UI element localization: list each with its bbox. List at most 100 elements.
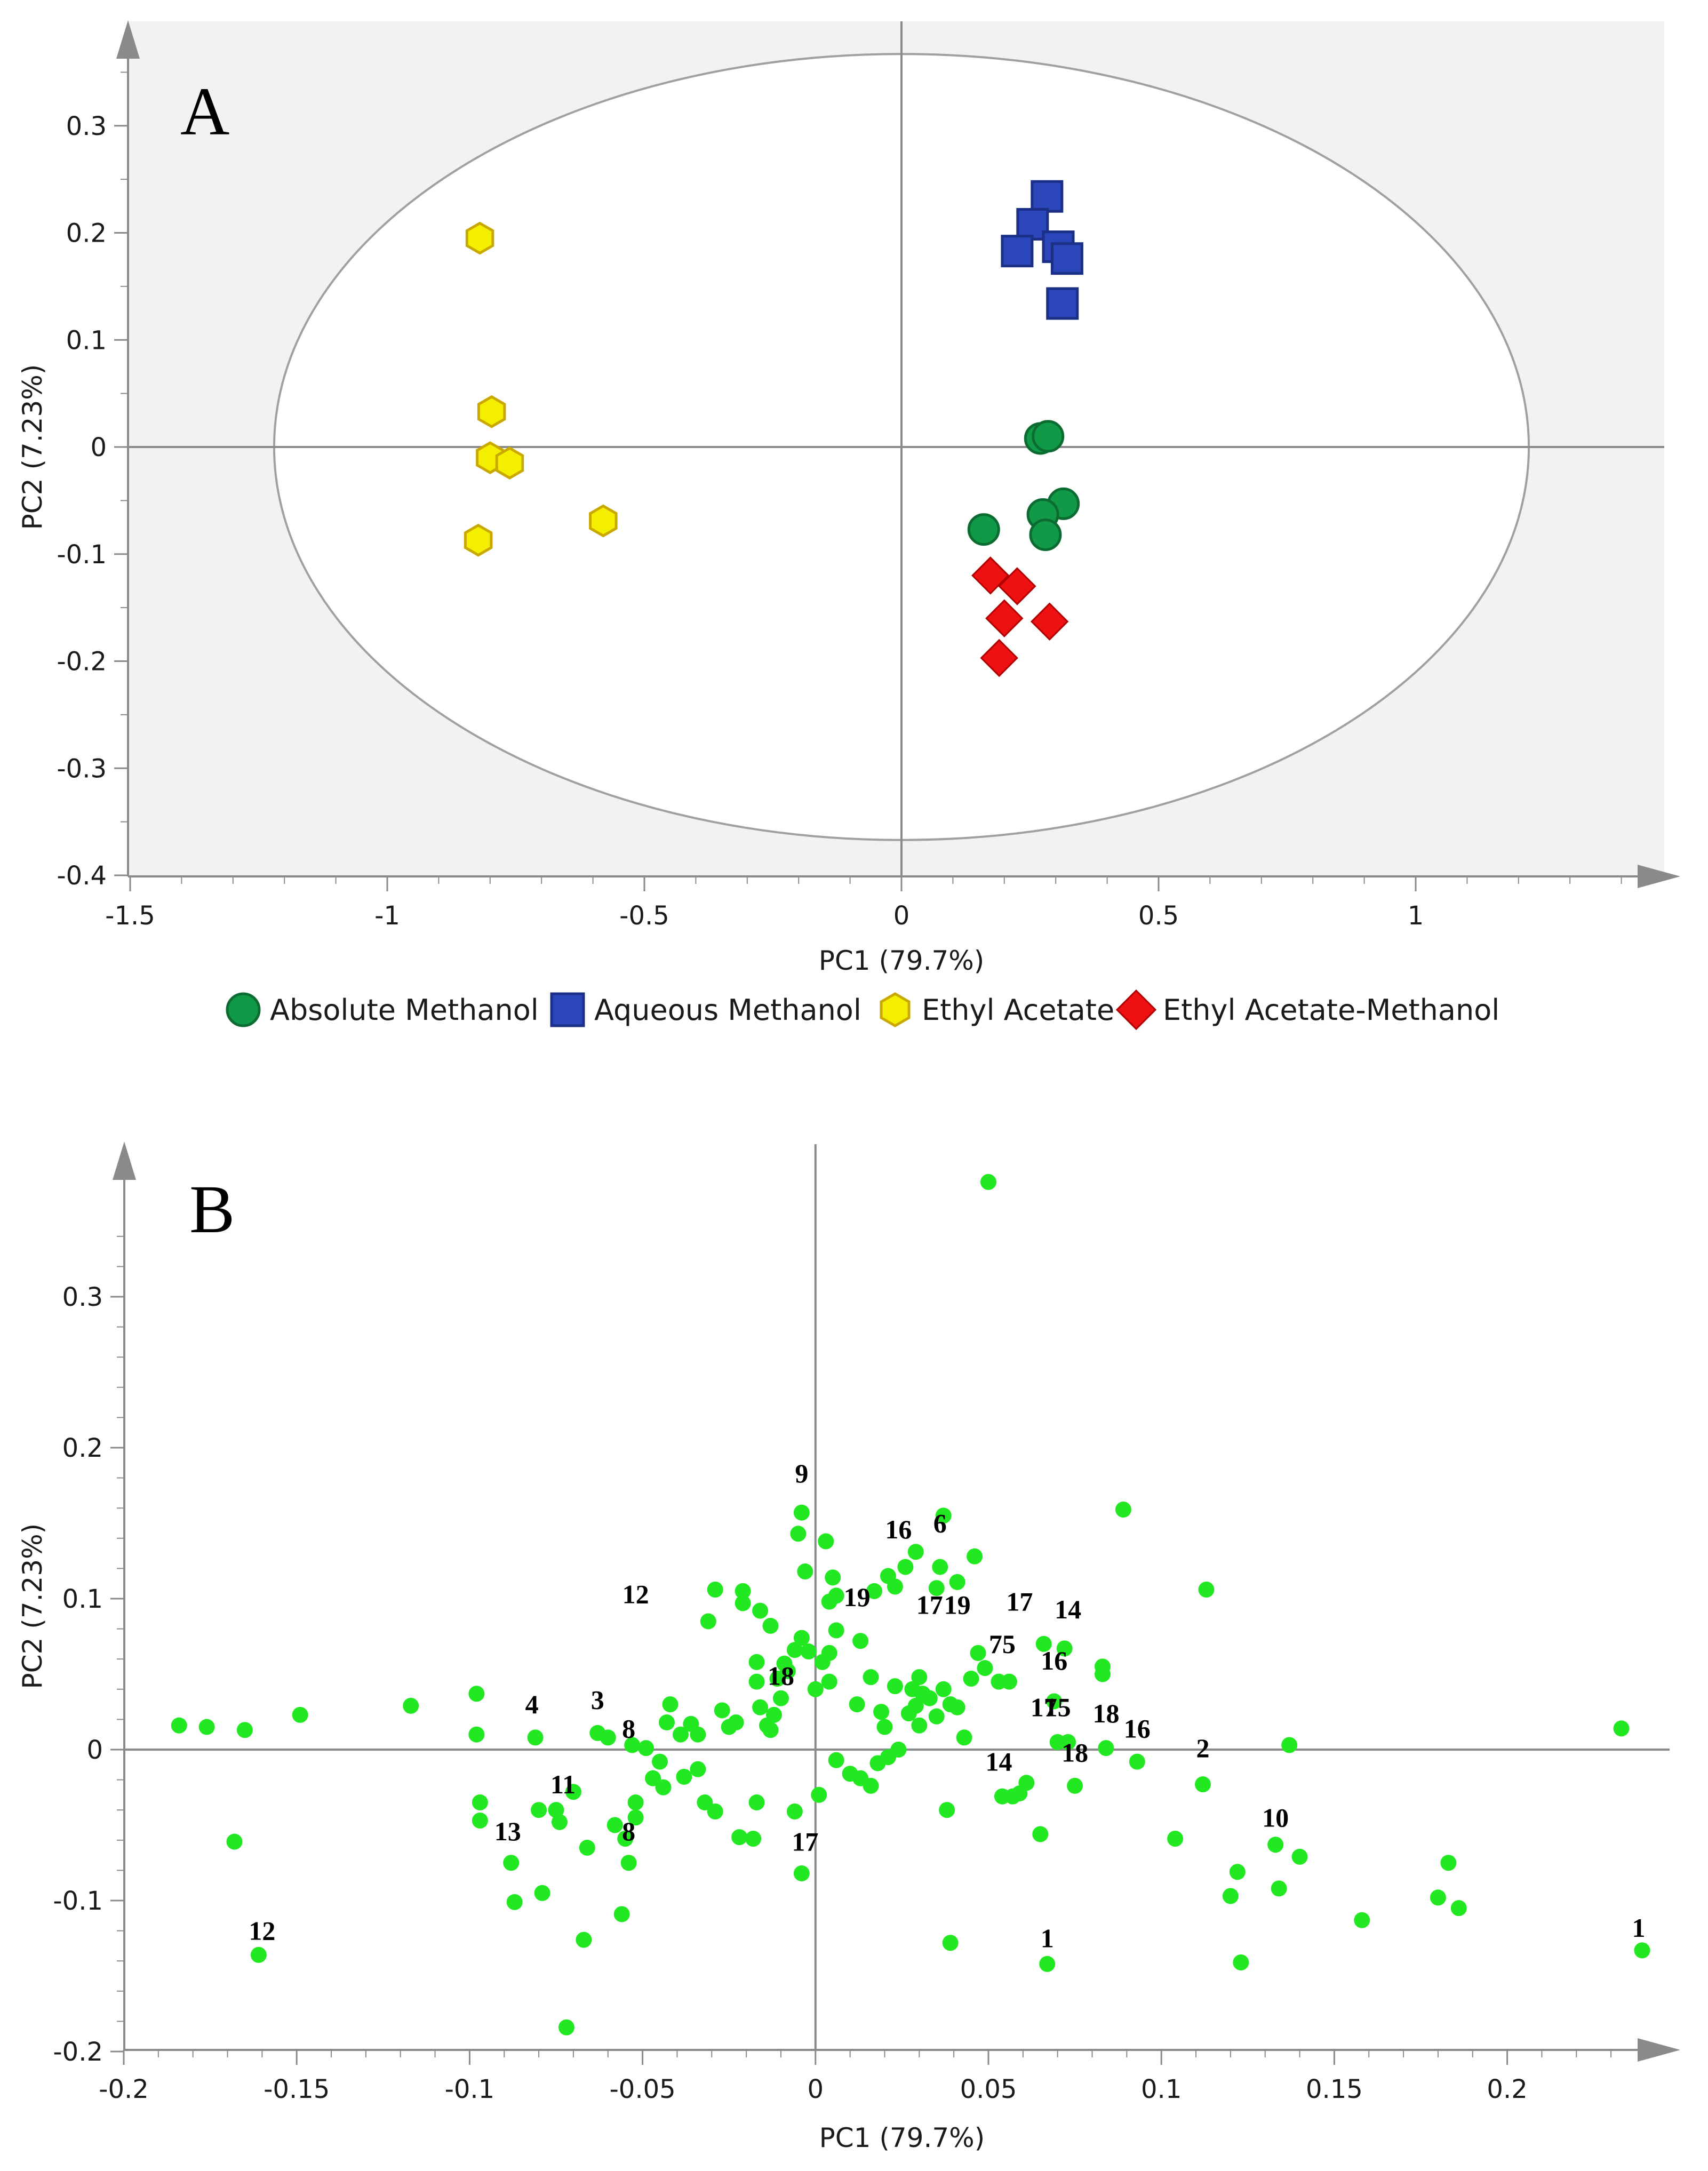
panel-a-x-tick-label: -0.5 [619, 901, 669, 931]
panel-b-loading-point [1281, 1737, 1298, 1753]
panel-b-point-label: 14 [985, 1747, 1012, 1777]
panel-a-point-absolute-methanol [1032, 420, 1065, 453]
legend-marker-aqueous-methanol [550, 992, 585, 1027]
panel-b-loading-point [1613, 1720, 1630, 1737]
panel-a-x-tick-label: -1 [374, 901, 400, 931]
panel-b-loading-point [928, 1580, 945, 1597]
panel-b-y-tick-label: -0.1 [53, 1886, 103, 1916]
panel-b-loading-point [655, 1779, 672, 1795]
panel-b-loading-point [1198, 1582, 1215, 1598]
panel-b-loading-point [627, 1794, 644, 1811]
panel-b-loading-point [939, 1802, 955, 1818]
panel-b-point-label: 12 [622, 1579, 649, 1609]
panel-b-loading-point [1046, 1693, 1063, 1710]
panel-b-loading-point [904, 1681, 921, 1697]
panel-a-y-tick-label: -0.1 [57, 540, 107, 570]
panel-b-point-label: 17 [792, 1827, 818, 1857]
panel-b-loading-point [887, 1678, 903, 1695]
panel-b-loading-point [762, 1617, 779, 1634]
panel-b-loading-point [1195, 1776, 1211, 1793]
panel-b-y-axis-label: PC2 (7.23%) [17, 1523, 48, 1689]
panel-a-point-ethyl-acetate [495, 446, 524, 480]
panel-b-x-tick-label: -0.05 [609, 2074, 675, 2104]
panel-b-point-label: 15 [1044, 1693, 1071, 1722]
panel-b-loading-point [714, 1702, 730, 1719]
panel-b-loading-point [949, 1699, 965, 1715]
panel-b-loading-point [932, 1559, 948, 1575]
panel-b-loading-point [627, 1809, 644, 1826]
panel-b-loading-point [292, 1706, 308, 1723]
panel-a-point-ethyl-acetate [464, 523, 493, 557]
panel-b-loading-point [1018, 1775, 1035, 1791]
panel-b-point-label: 10 [1262, 1802, 1289, 1832]
panel-b-point-label: 13 [494, 1816, 521, 1846]
panel-a-point-aqueous-methanol [1001, 235, 1034, 268]
panel-b-loading-point [811, 1786, 827, 1803]
panel-a-x-tick-label: 0 [893, 901, 910, 931]
panel-b-loading-point [697, 1794, 713, 1811]
panel-b-loading-point [866, 1583, 883, 1599]
panel-b-chart: -0.2 -0.15 -0.1 -0.05 0 0.05 0.1 0.15 0.2 -0.2-0… [17, 1142, 1680, 2153]
panel-b-loading-point [600, 1729, 616, 1746]
panel-b-loading-point [676, 1768, 692, 1785]
panel-b-loading-point [807, 1681, 824, 1697]
panel-b-loading-point [707, 1582, 723, 1598]
panel-b-loading-point [928, 1708, 945, 1725]
panel-b-point-label: 18 [768, 1661, 794, 1690]
panel-b-loading-point [956, 1729, 972, 1746]
panel-b-x-tick-label: 0 [808, 2074, 824, 2104]
panel-b-loading-point [1222, 1888, 1239, 1904]
panel-b-loading-point [825, 1569, 841, 1586]
panel-a-y-tick-label: 0.2 [66, 219, 107, 249]
panel-b-loading-point [786, 1803, 803, 1820]
panel-b-loading-point [1267, 1837, 1284, 1853]
panel-b-loading-point [468, 1686, 485, 1702]
panel-b-x-axis-label: PC1 (79.7%) [819, 2122, 985, 2153]
panel-b-loading-point [579, 1839, 595, 1856]
panel-b-loading-point [1354, 1912, 1370, 1928]
panel-b-loading-point [226, 1833, 243, 1850]
panel-b-x-ticks: -0.2 -0.15 -0.1 -0.05 0 0.05 0.1 0.15 0.2 [99, 2050, 1646, 2104]
panel-b-loading-point [403, 1697, 419, 1714]
panel-b-point-label: 12 [249, 1916, 275, 1946]
panel-b-loading-point [472, 1794, 488, 1811]
panel-b-loading-point [907, 1697, 924, 1714]
panel-b-loading-point [672, 1726, 689, 1743]
panel-b-point-label: 18 [1092, 1698, 1119, 1728]
panel-a-point-absolute-methanol [1029, 518, 1062, 552]
panel-a-x-tick-label: 0.5 [1138, 901, 1179, 931]
panel-b-label: B [189, 1171, 235, 1247]
legend-label-absolute-methanol: Absolute Methanol [270, 993, 539, 1027]
panel-b-x-tick-label: 0.05 [960, 2074, 1017, 2104]
panel-b-loading-point [793, 1630, 810, 1646]
panel-b-loading-point [1167, 1830, 1184, 1847]
panel-b-loading-point [735, 1583, 751, 1599]
panel-b-loading-point [558, 2019, 574, 2036]
panel-b-loading-point [793, 1865, 810, 1882]
panel-b-loading-point [700, 1613, 716, 1630]
panel-b-loading-point [624, 1737, 641, 1753]
panel-b-point-label: 11 [550, 1769, 576, 1799]
panel-b-point-label: 16 [1041, 1646, 1067, 1675]
panel-b-loading-point [769, 1670, 786, 1687]
panel-b-loading-point [935, 1681, 952, 1697]
panel-b-point-label: 17 [916, 1590, 943, 1619]
panel-a-point-absolute-methanol [967, 513, 1000, 546]
panel-b-loading-point [1233, 1954, 1249, 1971]
panel-b-loading-point [821, 1673, 837, 1690]
panel-a-y-tick-label: -0.2 [57, 647, 107, 677]
panel-b-loading-point [907, 1544, 924, 1560]
panel-b-loading-point [752, 1602, 769, 1619]
legend-marker-ethyl-acetate-methanol [1115, 989, 1157, 1031]
panel-b-loading-point [890, 1742, 907, 1758]
panel-a-point-ethyl-acetate-methanol [980, 638, 1018, 677]
panel-a-x-tick-label: 1 [1408, 901, 1424, 931]
panel-a-point-ethyl-acetate-methanol [971, 556, 1010, 595]
panel-a-point-aqueous-methanol [1050, 242, 1083, 275]
panel-b-loading-point [790, 1526, 807, 1542]
panel-b-point-label: 16 [1124, 1713, 1151, 1743]
panel-b-y-tick-label: 0 [86, 1735, 103, 1765]
panel-b-loading-point [942, 1935, 959, 1951]
panel-b-loading-point [797, 1563, 813, 1580]
